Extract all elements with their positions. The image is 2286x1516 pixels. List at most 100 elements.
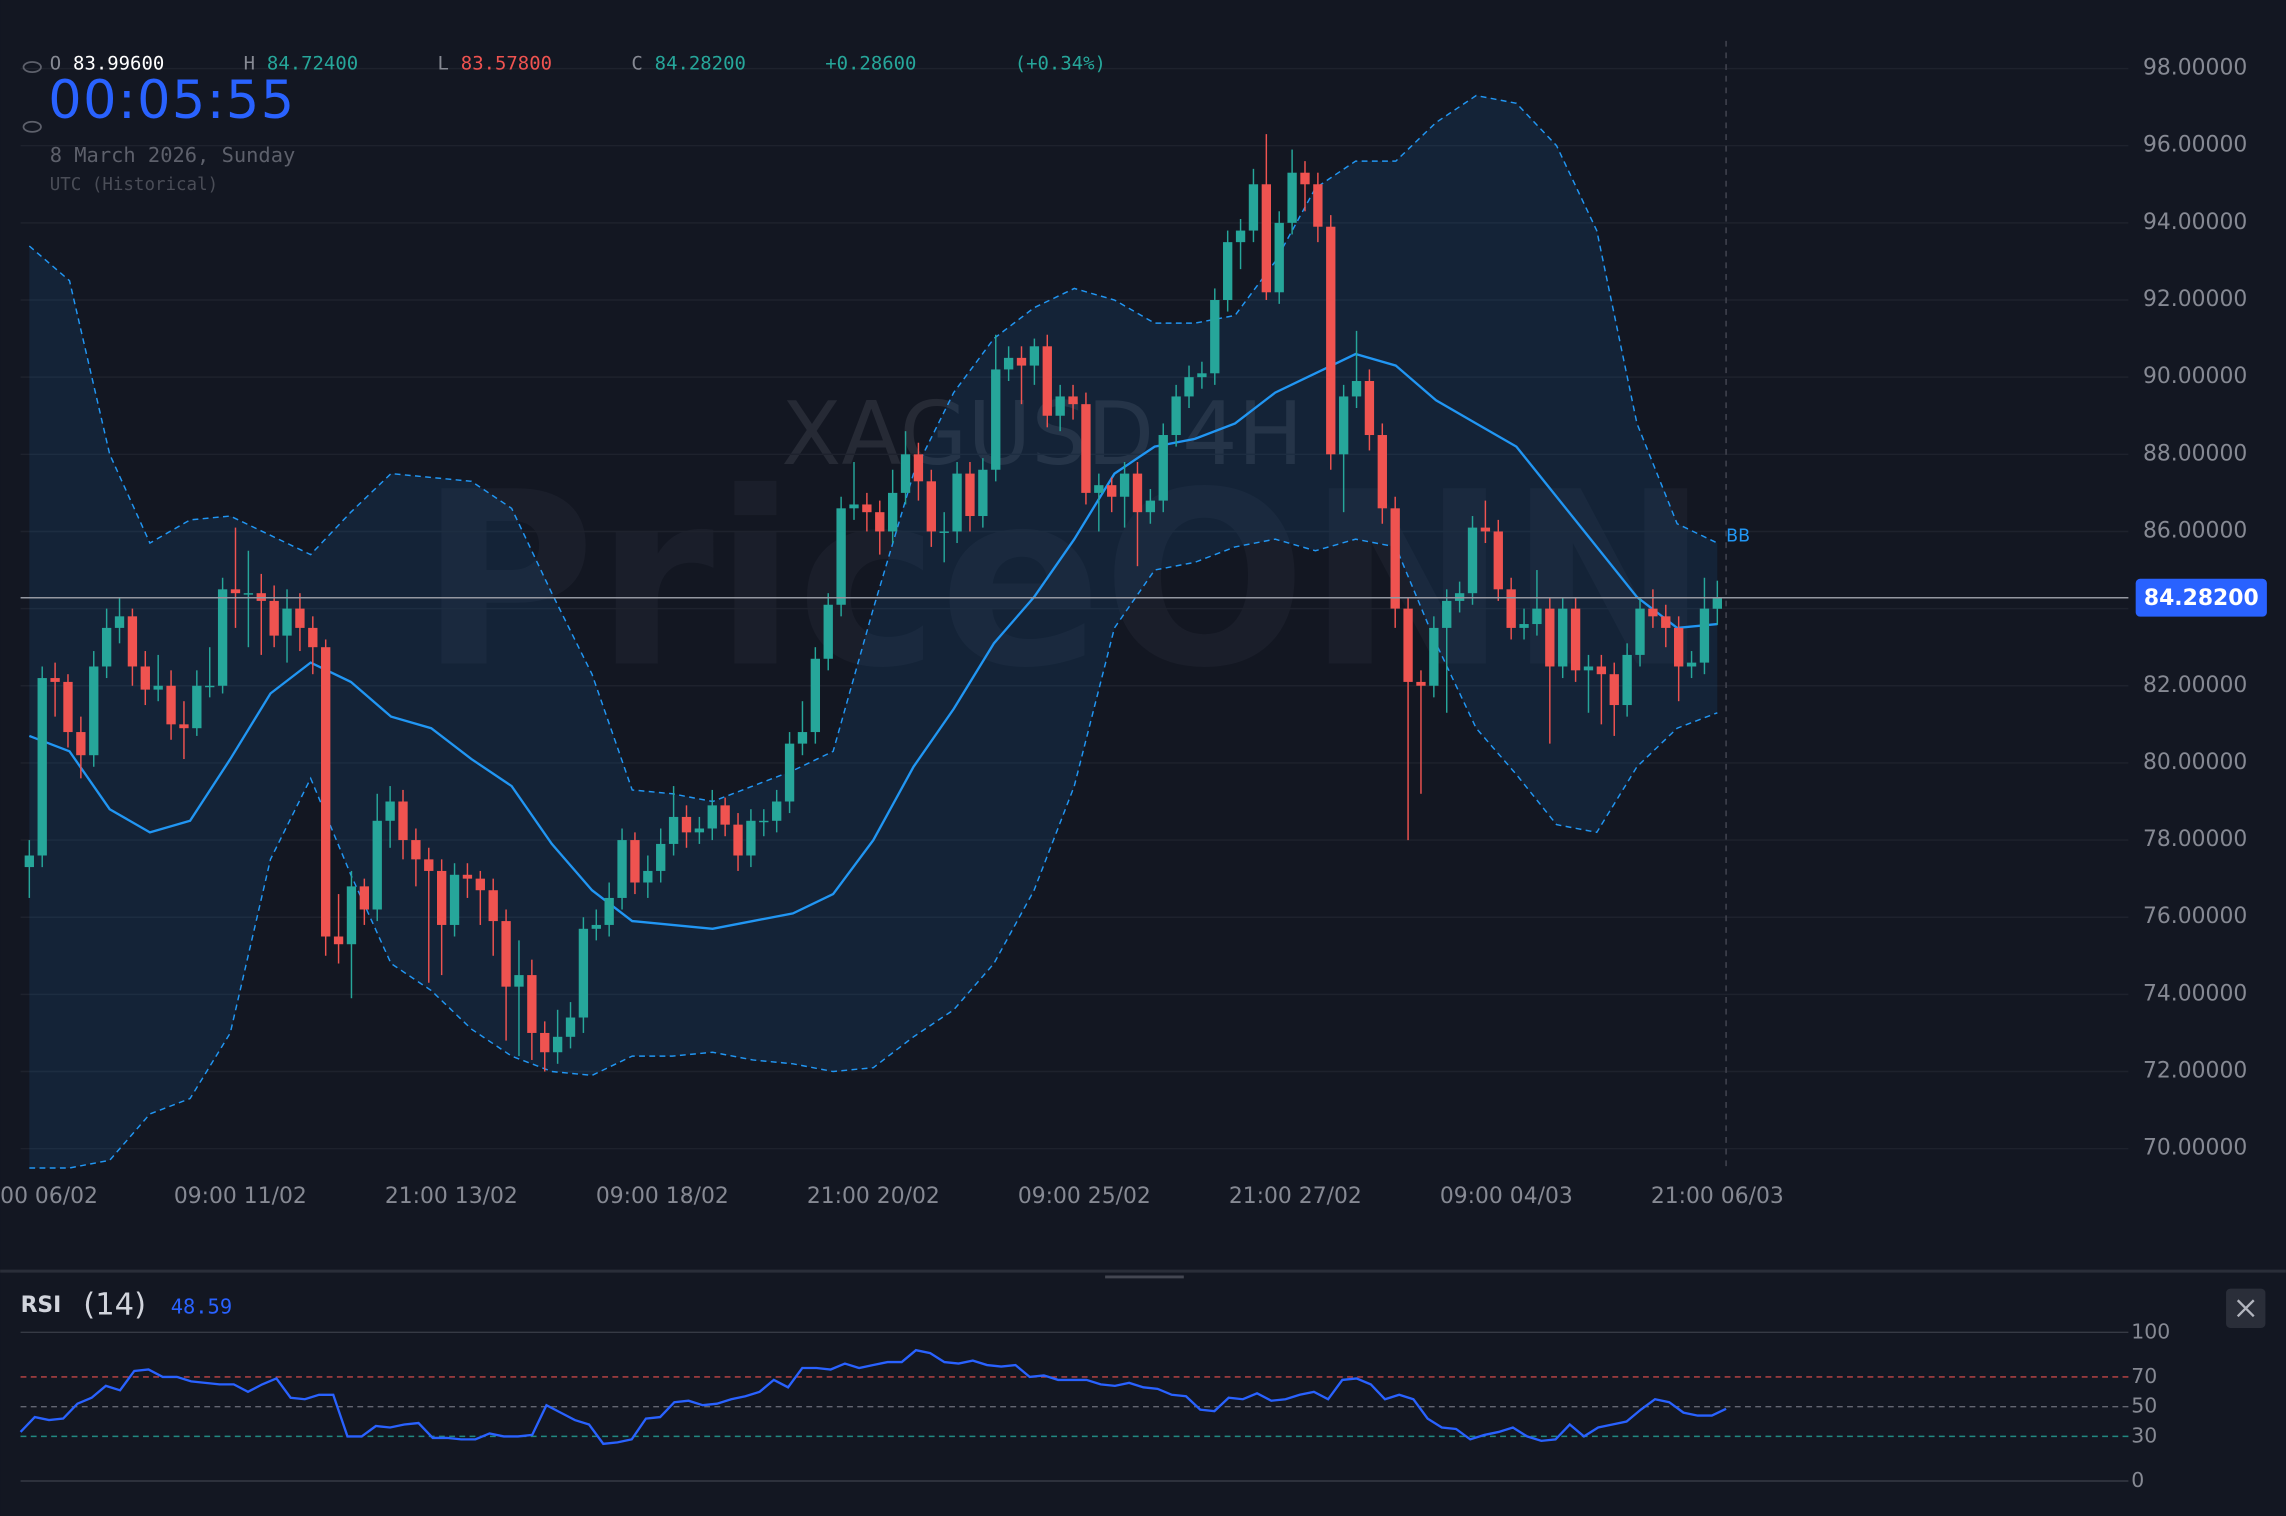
x-tick-label: 09:00 18/02 [596, 1184, 729, 1209]
rsi-pane: RSI (14) 48.59 0 30 50 70 100 [19, 1288, 2266, 1492]
candle-body [643, 870, 653, 883]
candle-body [1635, 608, 1645, 655]
x-tick-label: 21:00 27/02 [1229, 1184, 1362, 1209]
y-tick-label: 72.00000 [2143, 1059, 2247, 1084]
candle-body [1016, 357, 1027, 366]
candle-body [694, 828, 705, 833]
candle-body [1480, 527, 1491, 532]
candle-body [449, 874, 460, 925]
candle-body [295, 608, 305, 628]
candle-body [849, 504, 859, 509]
candle-body [63, 681, 73, 733]
y-tick-label: 0 [2131, 1468, 2144, 1492]
candle-body [1119, 473, 1130, 497]
candle-body [746, 820, 756, 856]
candle-body [1171, 396, 1181, 436]
candle-body [1055, 396, 1065, 416]
last-price-label: 84.28200 [2144, 586, 2259, 611]
x-tick-label: 00 06/02 [0, 1184, 98, 1209]
candle-body [166, 685, 176, 725]
candle-body [1132, 473, 1143, 513]
candle-body [501, 921, 511, 987]
candle-body [1003, 357, 1014, 370]
candle-body [1429, 627, 1439, 686]
candle-body [707, 805, 717, 829]
candle-body [1648, 608, 1658, 617]
candle-body [926, 481, 936, 532]
candle-body [1274, 222, 1284, 293]
candle-body [411, 840, 421, 860]
candle-body [462, 874, 473, 879]
candle-body [900, 454, 911, 493]
candle-body [823, 604, 833, 659]
candle-body [991, 369, 1001, 470]
y-tick-label: 80.00000 [2143, 750, 2247, 775]
candle-body [243, 593, 254, 595]
eye-icon[interactable] [22, 61, 42, 74]
candle-body [37, 678, 47, 856]
candle-body [1493, 531, 1503, 590]
candle-body [1390, 508, 1400, 609]
candle-body [50, 678, 60, 682]
h-label: H [244, 53, 255, 75]
candle-body [1094, 485, 1104, 493]
x-tick-label: 09:00 11/02 [174, 1184, 307, 1209]
candle-body [1442, 600, 1452, 628]
candle-body [1416, 681, 1426, 686]
candle-body [913, 454, 924, 482]
y-tick-label: 96.00000 [2143, 133, 2247, 158]
candle-body [1223, 242, 1233, 301]
rsi-line [19, 1348, 1727, 1446]
candle-body [333, 936, 344, 945]
indicator-title: RSI [21, 1293, 62, 1318]
candle-body [1042, 346, 1052, 416]
candle-body [179, 724, 189, 729]
watermark-symbol: XAGUSD 4H [781, 383, 1303, 485]
candle-body [1519, 624, 1529, 628]
candle-body [1287, 172, 1297, 223]
candle-body [978, 469, 988, 517]
candle-body [1596, 666, 1607, 675]
y-tick-label: 88.00000 [2143, 441, 2247, 466]
candle-body [1210, 300, 1220, 374]
o-label: O [50, 53, 61, 75]
candle-body [1158, 435, 1168, 501]
candle-body [939, 531, 949, 533]
candle-body [398, 801, 408, 841]
candle-body [875, 512, 885, 532]
candle-body [733, 824, 743, 856]
candle-body [346, 886, 357, 945]
high-value: 84.72400 [267, 53, 358, 75]
candle-body [24, 855, 34, 868]
band-middle [28, 352, 1718, 930]
candle-body [810, 658, 821, 733]
x-tick-label: 09:00 25/02 [1018, 1184, 1151, 1209]
last-price-box [2135, 578, 2267, 617]
clock: 00:05:55 [48, 70, 295, 131]
candle-body [1197, 373, 1207, 378]
band-label: BB [1726, 526, 1750, 546]
candle-body [759, 820, 769, 823]
candle-body [89, 666, 99, 756]
candle-body [1351, 381, 1362, 397]
candle-body [1532, 608, 1542, 625]
candle-body [1712, 597, 1722, 609]
band-upper [28, 94, 1718, 803]
candle-body [965, 473, 975, 517]
close-icon[interactable] [2236, 1299, 2255, 1318]
candle-body [372, 820, 382, 910]
candle-body [282, 608, 292, 636]
candle-body [140, 666, 150, 690]
candle-body [1467, 527, 1478, 594]
candle-body [1686, 662, 1697, 667]
low-value: 83.57800 [461, 53, 552, 75]
eye-icon[interactable] [22, 120, 42, 133]
candle-body [114, 616, 125, 628]
price-pane: 70.00000 72.00000 74.00000 76.00000 78.00000… [0, 40, 2267, 1209]
close-button[interactable] [2226, 1288, 2266, 1328]
candle-body [784, 743, 795, 802]
candle-body [797, 732, 808, 744]
candle-body [488, 890, 498, 922]
candle-body [1506, 589, 1516, 628]
